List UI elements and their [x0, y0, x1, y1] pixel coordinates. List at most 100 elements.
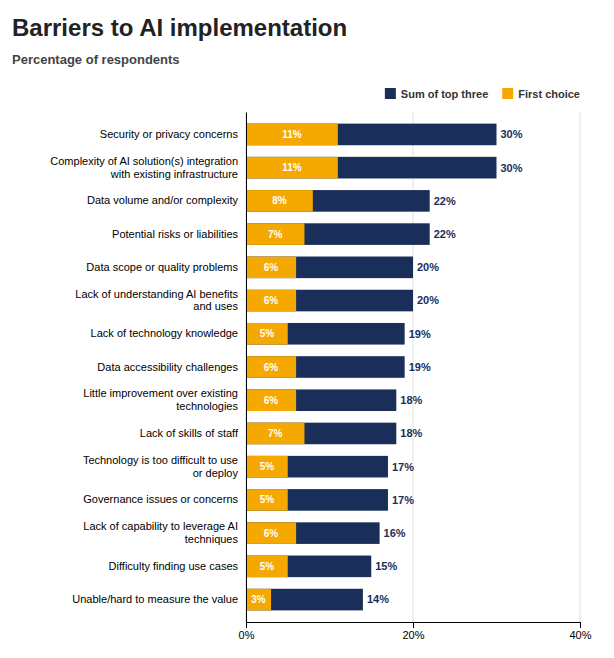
grid	[246, 112, 580, 622]
bar	[246, 290, 413, 312]
data-label: 17%	[392, 494, 414, 506]
y-tick-label: Technology is too difficult to useor dep…	[83, 454, 239, 479]
bar	[246, 589, 363, 611]
bar	[246, 522, 296, 544]
bar-series	[246, 124, 497, 611]
bar	[246, 423, 396, 445]
data-label: 6%	[264, 528, 279, 539]
subtitle: Percentage of respondents	[12, 52, 180, 67]
y-tick-label: Lack of understanding AI benefitsand use…	[75, 288, 238, 313]
title: Barriers to AI implementation	[12, 14, 347, 41]
bar	[246, 423, 304, 445]
data-label: 22%	[434, 195, 456, 207]
data-label: 5%	[260, 328, 275, 339]
data-label: 8%	[272, 195, 287, 206]
data-label: 14%	[367, 593, 389, 605]
y-tick: Technology is too difficult to useor dep…	[83, 454, 246, 479]
data-label: 6%	[264, 262, 279, 273]
bar	[246, 257, 413, 279]
bars	[246, 124, 497, 611]
bar	[246, 556, 371, 578]
data-label: 3%	[251, 594, 266, 605]
data-label: 30%	[501, 162, 523, 174]
bar	[246, 456, 388, 478]
grid-line	[246, 112, 247, 622]
bar	[246, 290, 296, 312]
data-label: 7%	[268, 229, 283, 240]
bar	[246, 489, 288, 511]
y-tick-label: Governance issues or concerns	[83, 493, 238, 505]
x-axis: 0% 20% 40%	[239, 622, 592, 641]
data-labels: 30%30%22%22%20%20%19%19%18%18%17%17%16%1…	[251, 128, 522, 605]
y-tick: Lack of technology knowledge	[91, 327, 246, 339]
data-label: 19%	[409, 328, 431, 340]
legend: Sum of top three First choice	[385, 88, 580, 100]
x-tick-label: 40%	[569, 629, 591, 641]
y-tick: Lack of understanding AI benefitsand use…	[75, 288, 246, 313]
grid-line	[580, 112, 581, 622]
data-label: 5%	[260, 561, 275, 572]
legend-label: Sum of top three	[401, 88, 488, 100]
x-tick-mark	[580, 622, 581, 628]
data-label: 16%	[384, 527, 406, 539]
bar	[246, 223, 430, 245]
y-tick: Lack of skills of staff	[140, 427, 246, 439]
legend-label: First choice	[518, 88, 580, 100]
y-tick: Little improvement over existingtechnolo…	[83, 387, 246, 412]
y-tick-label: Data accessibility challenges	[97, 361, 238, 373]
y-tick-label: Lack of skills of staff	[140, 427, 239, 439]
data-label: 11%	[282, 129, 302, 140]
legend-item: Sum of top three	[385, 88, 488, 100]
data-label: 5%	[260, 461, 275, 472]
chart: Barriers to AI implementation Percentage …	[0, 0, 614, 658]
y-tick-label: Data scope or quality problems	[86, 261, 238, 273]
bar	[246, 124, 338, 146]
y-tick-label: Lack of capability to leverage AItechniq…	[83, 520, 238, 545]
y-tick: Data accessibility challenges	[97, 361, 246, 373]
y-tick: Data scope or quality problems	[86, 261, 246, 273]
bar-series	[246, 124, 338, 611]
y-tick: Unable/hard to measure the value	[72, 593, 246, 605]
legend-swatch	[502, 88, 513, 99]
y-tick-label: Potential risks or liabilities	[112, 228, 238, 240]
bar	[246, 356, 296, 378]
bar	[246, 323, 288, 345]
x-tick: 20%	[402, 622, 424, 641]
x-tick-label: 20%	[402, 629, 424, 641]
bar	[246, 124, 497, 146]
bar	[246, 556, 288, 578]
data-label: 6%	[264, 395, 279, 406]
data-label: 15%	[375, 560, 397, 572]
bar	[246, 589, 271, 611]
data-label: 30%	[501, 128, 523, 140]
y-tick-label: Complexity of AI solution(s) integration…	[50, 155, 238, 180]
y-tick: Data volume and/or complexity	[87, 194, 246, 206]
data-label: 19%	[409, 361, 431, 373]
data-label: 6%	[264, 362, 279, 373]
y-tick-label: Data volume and/or complexity	[87, 194, 239, 206]
y-tick-label: Difficulty finding use cases	[109, 560, 239, 572]
y-tick: Governance issues or concerns	[83, 493, 246, 505]
bar	[246, 389, 396, 411]
y-tick: Potential risks or liabilities	[112, 228, 246, 240]
y-tick: Difficulty finding use cases	[109, 560, 246, 572]
bar	[246, 356, 405, 378]
data-label: 11%	[282, 162, 302, 173]
x-tick-mark	[246, 622, 247, 628]
bar	[246, 456, 288, 478]
data-label: 6%	[264, 295, 279, 306]
y-axis-line	[246, 113, 247, 623]
y-tick-label: Lack of technology knowledge	[91, 327, 238, 339]
bar	[246, 157, 338, 179]
x-tick-mark	[413, 622, 414, 628]
y-tick: Security or privacy concerns	[100, 128, 246, 140]
bar	[246, 190, 313, 212]
data-label: 7%	[268, 428, 283, 439]
y-axis: Security or privacy concerns Complexity o…	[50, 113, 246, 623]
x-tick-label: 0%	[239, 629, 255, 641]
y-tick: Complexity of AI solution(s) integration…	[50, 155, 246, 180]
data-label: 18%	[400, 427, 422, 439]
bar	[246, 190, 430, 212]
legend-item: First choice	[502, 88, 580, 100]
data-label: 17%	[392, 461, 414, 473]
